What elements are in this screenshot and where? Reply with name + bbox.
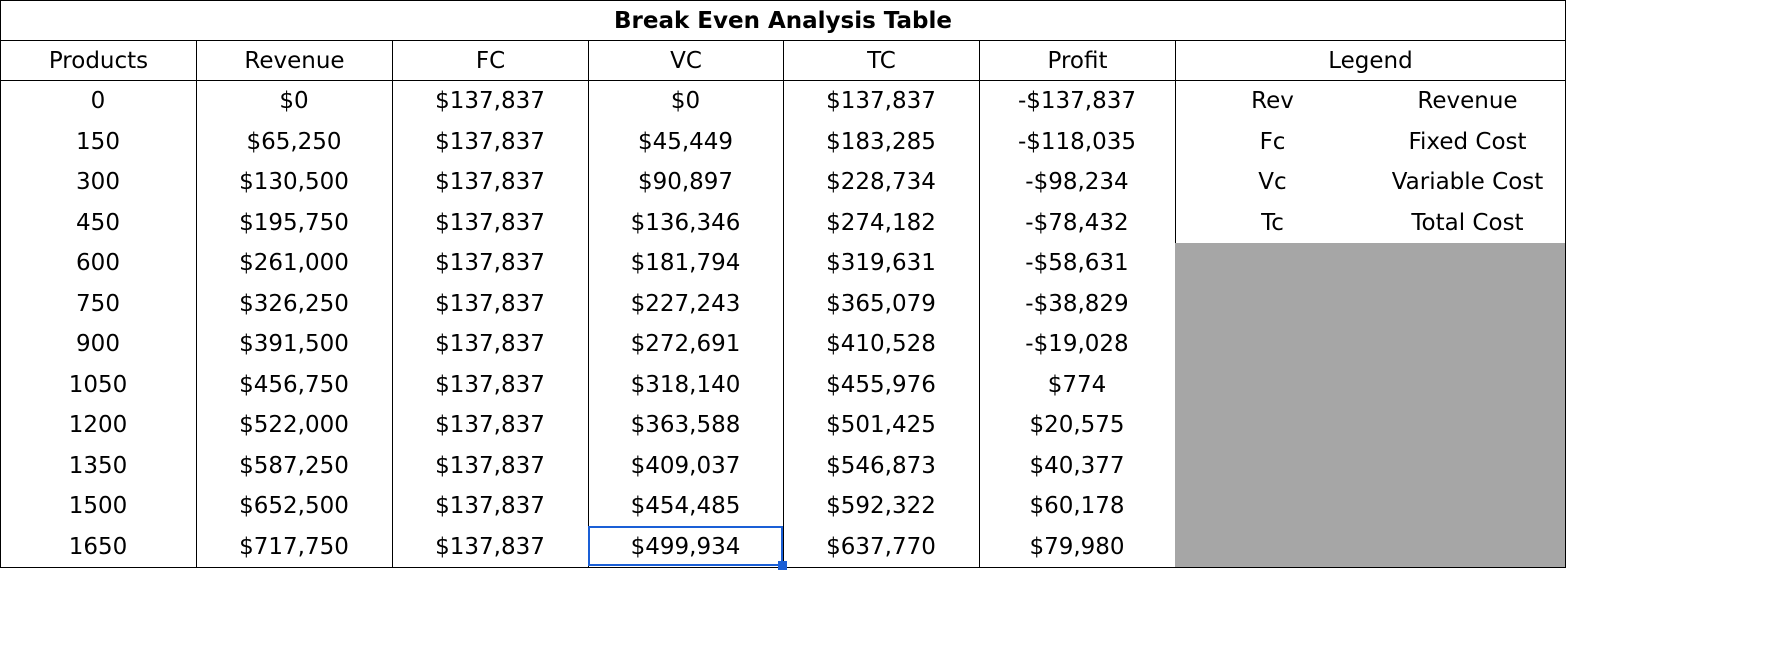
table-cell[interactable]: $137,837 xyxy=(435,169,545,196)
table-cell[interactable]: $137,837 xyxy=(826,88,936,115)
table-cell[interactable]: -$58,631 xyxy=(1025,250,1129,277)
table-cell[interactable]: 1050 xyxy=(68,371,128,398)
table-cell[interactable]: $45,449 xyxy=(637,128,734,155)
break-even-sheet: Break Even Analysis Table Products Reven… xyxy=(0,0,1566,570)
table-cell[interactable]: $137,837 xyxy=(435,412,545,439)
column-border xyxy=(1565,81,1566,568)
column-border xyxy=(979,81,980,568)
table-cell[interactable]: $181,794 xyxy=(630,250,741,277)
column-border xyxy=(196,81,197,568)
table-cell[interactable]: $454,485 xyxy=(630,493,741,520)
table-cell[interactable]: $137,837 xyxy=(435,371,545,398)
table-cell[interactable]: $592,322 xyxy=(826,493,936,520)
table-cell[interactable]: $228,734 xyxy=(826,169,936,196)
header-legend[interactable]: Legend xyxy=(1175,40,1566,81)
legend-meaning[interactable]: Total Cost xyxy=(1411,209,1524,236)
table-cell[interactable]: $501,425 xyxy=(826,412,936,439)
table-cell[interactable]: $137,837 xyxy=(435,533,545,560)
legend-abbrev[interactable]: Vc xyxy=(1258,169,1287,196)
table-cell[interactable]: $137,837 xyxy=(435,250,545,277)
table-cell[interactable]: $0 xyxy=(279,88,309,115)
header-fc[interactable]: FC xyxy=(392,40,588,81)
table-cell[interactable]: 1350 xyxy=(68,452,128,479)
table-cell[interactable]: -$78,432 xyxy=(1025,209,1129,236)
table-cell[interactable]: $587,250 xyxy=(239,452,349,479)
legend-abbrev[interactable]: Fc xyxy=(1259,128,1286,155)
header-revenue[interactable]: Revenue xyxy=(196,40,392,81)
table-cell[interactable]: -$137,837 xyxy=(1017,88,1137,115)
header-profit[interactable]: Profit xyxy=(979,40,1175,81)
table-title[interactable]: Break Even Analysis Table xyxy=(0,0,1566,40)
table-cell[interactable]: 1650 xyxy=(68,533,128,560)
table-cell[interactable]: 150 xyxy=(76,128,120,155)
table-cell[interactable]: 900 xyxy=(76,331,120,358)
table-cell[interactable]: $319,631 xyxy=(826,250,936,277)
table-cell[interactable]: $137,837 xyxy=(435,290,545,317)
legend-empty-area xyxy=(1175,243,1565,567)
table-cell[interactable]: $363,588 xyxy=(630,412,741,439)
table-cell[interactable]: $79,980 xyxy=(1029,533,1125,560)
legend-abbrev[interactable]: Rev xyxy=(1251,88,1294,115)
table-cell[interactable]: -$118,035 xyxy=(1017,128,1137,155)
table-cell[interactable]: 0 xyxy=(90,88,106,115)
table-cell[interactable]: $455,976 xyxy=(826,371,936,398)
table-cell[interactable]: $183,285 xyxy=(826,128,936,155)
table-cell[interactable]: 450 xyxy=(76,209,120,236)
table-cell[interactable]: $522,000 xyxy=(239,412,349,439)
table-cell[interactable]: $20,575 xyxy=(1029,412,1125,439)
table-cell[interactable]: -$98,234 xyxy=(1025,169,1129,196)
column-border xyxy=(0,81,1,568)
legend-meaning[interactable]: Variable Cost xyxy=(1391,169,1544,196)
table-cell[interactable]: $410,528 xyxy=(826,331,936,358)
table-cell[interactable]: $272,691 xyxy=(630,331,741,358)
table-cell[interactable]: $60,178 xyxy=(1029,493,1125,520)
table-cell[interactable]: $409,037 xyxy=(630,452,741,479)
table-cell[interactable]: $137,837 xyxy=(435,331,545,358)
header-products[interactable]: Products xyxy=(0,40,196,81)
table-cell[interactable]: $637,770 xyxy=(826,533,936,560)
table-cell[interactable]: $90,897 xyxy=(637,169,734,196)
table-cell[interactable]: $456,750 xyxy=(239,371,349,398)
table-cell[interactable]: $137,837 xyxy=(435,493,545,520)
table-cell[interactable]: $326,250 xyxy=(239,290,349,317)
table-cell[interactable]: $130,500 xyxy=(239,169,349,196)
table-cell[interactable]: $137,837 xyxy=(435,452,545,479)
column-border xyxy=(588,81,589,568)
column-border xyxy=(392,81,393,568)
table-cell[interactable]: $499,934 xyxy=(630,533,741,560)
table-cell[interactable]: $652,500 xyxy=(239,493,349,520)
table-cell[interactable]: -$19,028 xyxy=(1025,331,1129,358)
table-cell[interactable]: $261,000 xyxy=(239,250,349,277)
table-cell[interactable]: $318,140 xyxy=(630,371,741,398)
selected-cell-outline xyxy=(588,526,783,566)
table-cell[interactable]: $195,750 xyxy=(239,209,349,236)
table-cell[interactable]: $136,346 xyxy=(630,209,741,236)
table-cell[interactable]: $137,837 xyxy=(435,88,545,115)
table-cell[interactable]: $546,873 xyxy=(826,452,936,479)
table-cell[interactable]: 750 xyxy=(76,290,120,317)
table-cell[interactable]: $137,837 xyxy=(435,209,545,236)
column-border xyxy=(783,81,784,568)
table-cell[interactable]: $365,079 xyxy=(826,290,936,317)
table-cell[interactable]: $0 xyxy=(670,88,701,115)
legend-abbrev[interactable]: Tc xyxy=(1261,209,1284,236)
table-cell[interactable]: $40,377 xyxy=(1029,452,1125,479)
table-cell[interactable]: $137,837 xyxy=(435,128,545,155)
table-cell[interactable]: 300 xyxy=(76,169,120,196)
legend-meaning[interactable]: Revenue xyxy=(1417,88,1518,115)
table-cell[interactable]: $65,250 xyxy=(246,128,342,155)
table-cell[interactable]: $717,750 xyxy=(239,533,349,560)
legend-meaning[interactable]: Fixed Cost xyxy=(1408,128,1527,155)
table-cell[interactable]: 1200 xyxy=(68,412,128,439)
table-cell[interactable]: -$38,829 xyxy=(1025,290,1129,317)
table-cell[interactable]: 600 xyxy=(76,250,120,277)
table-cell[interactable]: $274,182 xyxy=(826,209,936,236)
table-cell[interactable]: $227,243 xyxy=(630,290,741,317)
table-cell[interactable]: $774 xyxy=(1047,371,1107,398)
table-cell[interactable]: $391,500 xyxy=(239,331,349,358)
header-vc[interactable]: VC xyxy=(588,40,783,81)
fill-handle[interactable] xyxy=(778,561,787,570)
table-cell[interactable]: 1500 xyxy=(68,493,128,520)
header-tc[interactable]: TC xyxy=(783,40,979,81)
